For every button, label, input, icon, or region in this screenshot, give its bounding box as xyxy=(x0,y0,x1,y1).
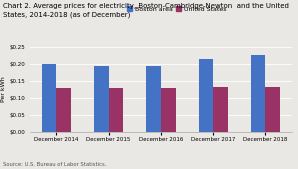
Bar xyxy=(94,66,109,132)
Bar xyxy=(213,87,228,132)
Text: Source: U.S. Bureau of Labor Statistics.: Source: U.S. Bureau of Labor Statistics. xyxy=(3,162,106,167)
Bar xyxy=(251,55,266,132)
Bar xyxy=(266,87,280,132)
Bar xyxy=(198,59,213,132)
Bar xyxy=(56,88,71,132)
Text: Chart 2. Average prices for electricity, Boston-Cambridge-Newton  and the United: Chart 2. Average prices for electricity,… xyxy=(3,3,289,18)
Bar xyxy=(109,88,123,132)
Bar xyxy=(161,88,176,132)
Bar xyxy=(146,66,161,132)
Y-axis label: Per kWh: Per kWh xyxy=(1,77,7,102)
Legend: Boston area, United States: Boston area, United States xyxy=(125,4,229,14)
Bar xyxy=(42,64,56,132)
